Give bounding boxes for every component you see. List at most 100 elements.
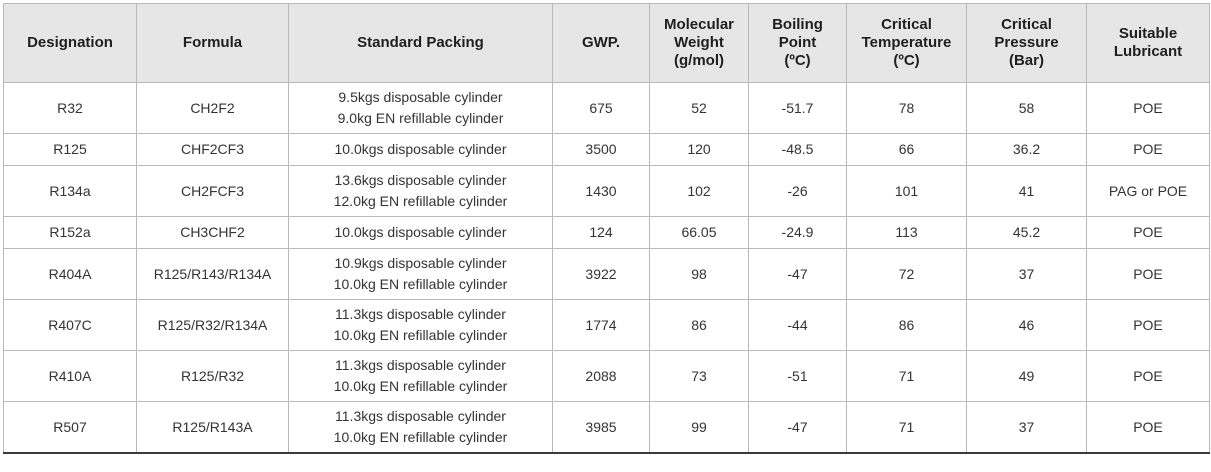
header-designation-line: Designation (27, 34, 113, 51)
critical-pressure-cell: 41 (966, 165, 1087, 217)
header-molecular-weight-line: Weight (674, 34, 724, 51)
header-boiling-point: Boiling Point (ºC) (748, 3, 847, 83)
designation-cell: R32 (3, 82, 137, 134)
critical-temperature-cell: 71 (846, 350, 967, 402)
table-row: R125 CHF2CF3 10.0kgs disposable cylinder 35… (3, 133, 1210, 166)
packing-line: 10.0kgs disposable cylinder (334, 224, 507, 240)
gwp-cell: 2088 (552, 350, 650, 402)
boiling-point-cell: -47 (748, 401, 847, 454)
packing-line: 9.5kgs disposable cylinder (338, 89, 503, 105)
molecular-weight-cell: 120 (649, 133, 749, 166)
boiling-point-cell: -44 (748, 299, 847, 351)
boiling-point-cell: -24.9 (748, 216, 847, 249)
critical-pressure-cell: 46 (966, 299, 1087, 351)
boiling-point-cell: -26 (748, 165, 847, 217)
header-critical-temperature-line: (ºC) (893, 52, 920, 69)
packing-cell: 11.3kgs disposable cylinder 10.0kg EN ref… (288, 401, 553, 454)
header-molecular-weight-line: Molecular (663, 16, 735, 33)
packing-cell: 10.9kgs disposable cylinder 10.0kg EN ref… (288, 248, 553, 300)
designation-cell: R152a (3, 216, 137, 249)
packing-line: 10.0kg EN refillable cylinder (333, 276, 508, 292)
packing-line: 11.3kgs disposable cylinder (335, 408, 506, 424)
designation-cell: R407C (3, 299, 137, 351)
critical-pressure-cell: 49 (966, 350, 1087, 402)
lubricant-cell: POE (1086, 133, 1210, 166)
lubricant-cell: PAG or POE (1086, 165, 1210, 217)
gwp-cell: 1430 (552, 165, 650, 217)
gwp-cell: 3922 (552, 248, 650, 300)
packing-cell: 9.5kgs disposable cylinder 9.0kg EN refil… (288, 82, 553, 134)
header-boiling-point-line: (ºC) (784, 52, 811, 69)
packing-line: 10.0kg EN refillable cylinder (333, 429, 508, 445)
critical-pressure-cell: 45.2 (966, 216, 1087, 249)
critical-pressure-cell: 36.2 (966, 133, 1087, 166)
molecular-weight-cell: 73 (649, 350, 749, 402)
table-header-row: Designation Formula Standard Packing GWP. Mo… (3, 3, 1210, 83)
designation-cell: R125 (3, 133, 137, 166)
critical-pressure-cell: 58 (966, 82, 1087, 134)
formula-cell: CH2F2 (136, 82, 289, 134)
gwp-cell: 1774 (552, 299, 650, 351)
packing-cell: 13.6kgs disposable cylinder 12.0kg EN ref… (288, 165, 553, 217)
packing-line: 10.0kgs disposable cylinder (334, 141, 507, 157)
formula-cell: CHF2CF3 (136, 133, 289, 166)
gwp-cell: 3500 (552, 133, 650, 166)
critical-temperature-cell: 78 (846, 82, 967, 134)
packing-line: 10.9kgs disposable cylinder (334, 255, 507, 271)
molecular-weight-cell: 66.05 (649, 216, 749, 249)
packing-line: 12.0kg EN refillable cylinder (333, 193, 508, 209)
table-row: R152a CH3CHF2 10.0kgs disposable cylinder 1… (3, 216, 1210, 249)
designation-cell: R404A (3, 248, 137, 300)
critical-pressure-cell: 37 (966, 401, 1087, 454)
header-critical-temperature: Critical Temperature (ºC) (846, 3, 967, 83)
gwp-cell: 675 (552, 82, 650, 134)
table-row: R404A R125/R143/R134A 10.9kgs disposable c… (3, 248, 1210, 300)
table-row: R410A R125/R32 11.3kgs disposable cylinder… (3, 350, 1210, 402)
table-row: R32 CH2F2 9.5kgs disposable cylinder 9.0kg … (3, 82, 1210, 134)
molecular-weight-cell: 86 (649, 299, 749, 351)
header-standard-packing: Standard Packing (288, 3, 553, 83)
header-gwp-line: GWP. (581, 34, 621, 51)
header-critical-pressure-line: Critical (1001, 16, 1052, 33)
formula-cell: R125/R143/R134A (136, 248, 289, 300)
packing-cell: 11.3kgs disposable cylinder 10.0kg EN ref… (288, 299, 553, 351)
boiling-point-cell: -48.5 (748, 133, 847, 166)
header-gwp: GWP. (552, 3, 650, 83)
packing-line: 10.0kg EN refillable cylinder (333, 378, 508, 394)
header-molecular-weight: Molecular Weight (g/mol) (649, 3, 749, 83)
formula-cell: R125/R143A (136, 401, 289, 454)
header-critical-temperature-line: Critical (881, 16, 932, 33)
header-suitable-lubricant-line: Suitable (1118, 25, 1178, 42)
designation-cell: R410A (3, 350, 137, 402)
molecular-weight-cell: 98 (649, 248, 749, 300)
packing-line: 9.0kg EN refillable cylinder (337, 110, 504, 126)
header-formula: Formula (136, 3, 289, 83)
designation-cell: R507 (3, 401, 137, 454)
packing-line: 13.6kgs disposable cylinder (334, 172, 507, 188)
lubricant-cell: POE (1086, 216, 1210, 249)
header-critical-pressure-line: (Bar) (1008, 52, 1044, 69)
header-critical-pressure-line: Pressure (994, 34, 1059, 51)
lubricant-cell: POE (1086, 82, 1210, 134)
packing-line: 11.3kgs disposable cylinder (335, 306, 506, 322)
boiling-point-cell: -51 (748, 350, 847, 402)
refrigerant-spec-table: Designation Formula Standard Packing GWP. Mo… (3, 3, 1210, 454)
header-formula-line: Formula (182, 34, 243, 51)
critical-temperature-cell: 86 (846, 299, 967, 351)
lubricant-cell: POE (1086, 401, 1210, 454)
gwp-cell: 124 (552, 216, 650, 249)
header-critical-pressure: Critical Pressure (Bar) (966, 3, 1087, 83)
critical-temperature-cell: 113 (846, 216, 967, 249)
packing-cell: 10.0kgs disposable cylinder (288, 133, 553, 166)
molecular-weight-cell: 102 (649, 165, 749, 217)
lubricant-cell: POE (1086, 248, 1210, 300)
molecular-weight-cell: 52 (649, 82, 749, 134)
packing-line: 11.3kgs disposable cylinder (335, 357, 506, 373)
lubricant-cell: POE (1086, 350, 1210, 402)
table-row: R407C R125/R32/R134A 11.3kgs disposable cy… (3, 299, 1210, 351)
packing-cell: 10.0kgs disposable cylinder (288, 216, 553, 249)
molecular-weight-cell: 99 (649, 401, 749, 454)
packing-line: 10.0kg EN refillable cylinder (333, 327, 508, 343)
header-suitable-lubricant: Suitable Lubricant (1086, 3, 1210, 83)
